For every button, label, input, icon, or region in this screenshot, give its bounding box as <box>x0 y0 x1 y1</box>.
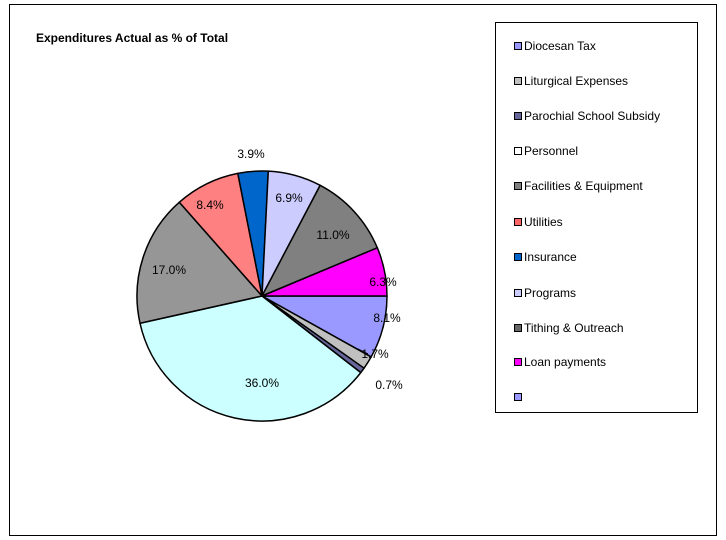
legend-item: Loan payments <box>514 354 606 370</box>
legend-swatch <box>514 112 522 120</box>
chart-title: Expenditures Actual as % of Total <box>36 31 229 45</box>
data-label: 11.0% <box>316 228 349 242</box>
legend-label: Liturgical Expenses <box>524 74 629 88</box>
data-label: 3.9% <box>237 147 265 161</box>
legend-item: Parochial School Subsidy <box>514 108 660 124</box>
chart-legend: Diocesan Tax Liturgical Expenses Parochial… <box>495 22 698 413</box>
legend-item: Facilities & Equipment <box>514 178 643 194</box>
legend-item: Personnel <box>514 143 578 159</box>
legend-swatch <box>514 289 522 297</box>
legend-swatch <box>514 77 522 85</box>
legend-item: Liturgical Expenses <box>514 73 628 89</box>
legend-item: Programs <box>514 285 576 301</box>
legend-swatch <box>514 147 522 155</box>
legend-item: Tithing & Outreach <box>514 320 624 336</box>
legend-label: Utilities <box>524 215 563 229</box>
legend-label: Personnel <box>524 144 579 158</box>
legend-item <box>514 389 524 405</box>
legend-swatch <box>514 324 522 332</box>
legend-swatch <box>514 358 522 366</box>
legend-swatch <box>514 42 522 50</box>
pie-slice-personnel <box>139 295 362 422</box>
legend-item: Insurance <box>514 249 577 265</box>
pie-slice-tithing-outreach <box>261 184 379 297</box>
legend-label: Programs <box>524 286 577 300</box>
data-label: 8.1% <box>373 311 401 325</box>
leader-line <box>357 348 369 355</box>
legend-item: Utilities <box>514 214 563 230</box>
legend-swatch <box>514 182 522 190</box>
data-label: 6.3% <box>369 275 397 289</box>
chart-area: Expenditures Actual as % of Total Dioces… <box>9 4 717 536</box>
data-label: 17.0% <box>152 263 186 277</box>
legend-swatch <box>514 253 522 261</box>
legend-label: Facilities & Equipment <box>524 179 643 193</box>
legend-label: Insurance <box>524 250 577 264</box>
legend-label: Parochial School Subsidy <box>524 109 661 123</box>
legend-label: Tithing & Outreach <box>524 321 624 335</box>
pie-slice-loan-payments <box>261 247 388 297</box>
legend-item: Diocesan Tax <box>514 38 596 54</box>
legend-swatch <box>514 393 522 401</box>
legend-label: Loan payments <box>524 355 607 369</box>
legend-label: Diocesan Tax <box>524 39 596 53</box>
pie-slice-facilities-equipment <box>136 201 263 325</box>
legend-swatch <box>514 218 522 226</box>
data-label: 36.0% <box>245 376 279 390</box>
data-label: 6.9% <box>275 191 303 205</box>
data-label: 1.7% <box>361 347 389 361</box>
data-label: 8.4% <box>196 198 224 212</box>
data-label: 0.7% <box>375 378 403 392</box>
